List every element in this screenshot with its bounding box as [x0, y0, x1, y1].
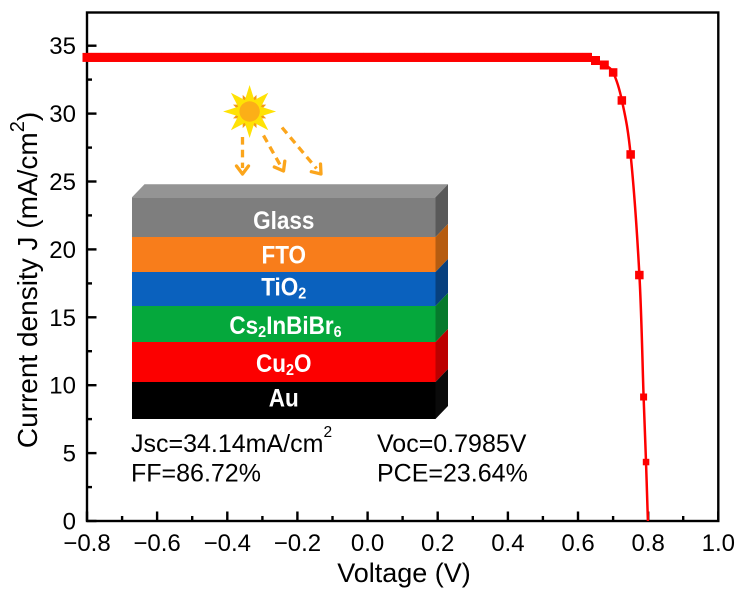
svg-text:Glass: Glass — [253, 207, 314, 235]
svg-text:1.0: 1.0 — [702, 530, 735, 557]
svg-text:Jsc=34.14mA/cm2: Jsc=34.14mA/cm2 — [131, 424, 332, 458]
svg-text:−0.8: −0.8 — [63, 530, 110, 557]
svg-text:FTO: FTO — [261, 241, 306, 269]
svg-text:15: 15 — [49, 305, 76, 332]
svg-text:Current density J (mA/cm2): Current density J (mA/cm2) — [7, 112, 43, 448]
svg-text:0.4: 0.4 — [491, 530, 524, 557]
svg-text:5: 5 — [63, 441, 76, 468]
svg-text:Au: Au — [269, 384, 299, 412]
svg-text:Cu2O: Cu2O — [256, 350, 311, 379]
svg-text:−0.6: −0.6 — [133, 530, 180, 557]
svg-text:0.8: 0.8 — [632, 530, 665, 557]
svg-text:Voltage (V): Voltage (V) — [337, 558, 471, 588]
svg-text:25: 25 — [49, 169, 76, 196]
svg-text:Cs2InBiBr6: Cs2InBiBr6 — [229, 312, 341, 341]
svg-text:10: 10 — [49, 373, 76, 400]
svg-text:−0.4: −0.4 — [204, 530, 251, 557]
svg-text:FF=86.72%: FF=86.72% — [131, 460, 261, 488]
svg-text:PCE=23.64%: PCE=23.64% — [377, 460, 528, 488]
svg-text:30: 30 — [49, 101, 76, 128]
svg-text:Voc=0.7985V: Voc=0.7985V — [377, 430, 527, 458]
svg-text:0.6: 0.6 — [561, 530, 594, 557]
svg-text:35: 35 — [49, 33, 76, 60]
svg-text:−0.2: −0.2 — [274, 530, 321, 557]
svg-text:20: 20 — [49, 237, 76, 264]
svg-text:0: 0 — [63, 509, 76, 536]
svg-text:0.0: 0.0 — [351, 530, 384, 557]
svg-text:0.2: 0.2 — [421, 530, 454, 557]
